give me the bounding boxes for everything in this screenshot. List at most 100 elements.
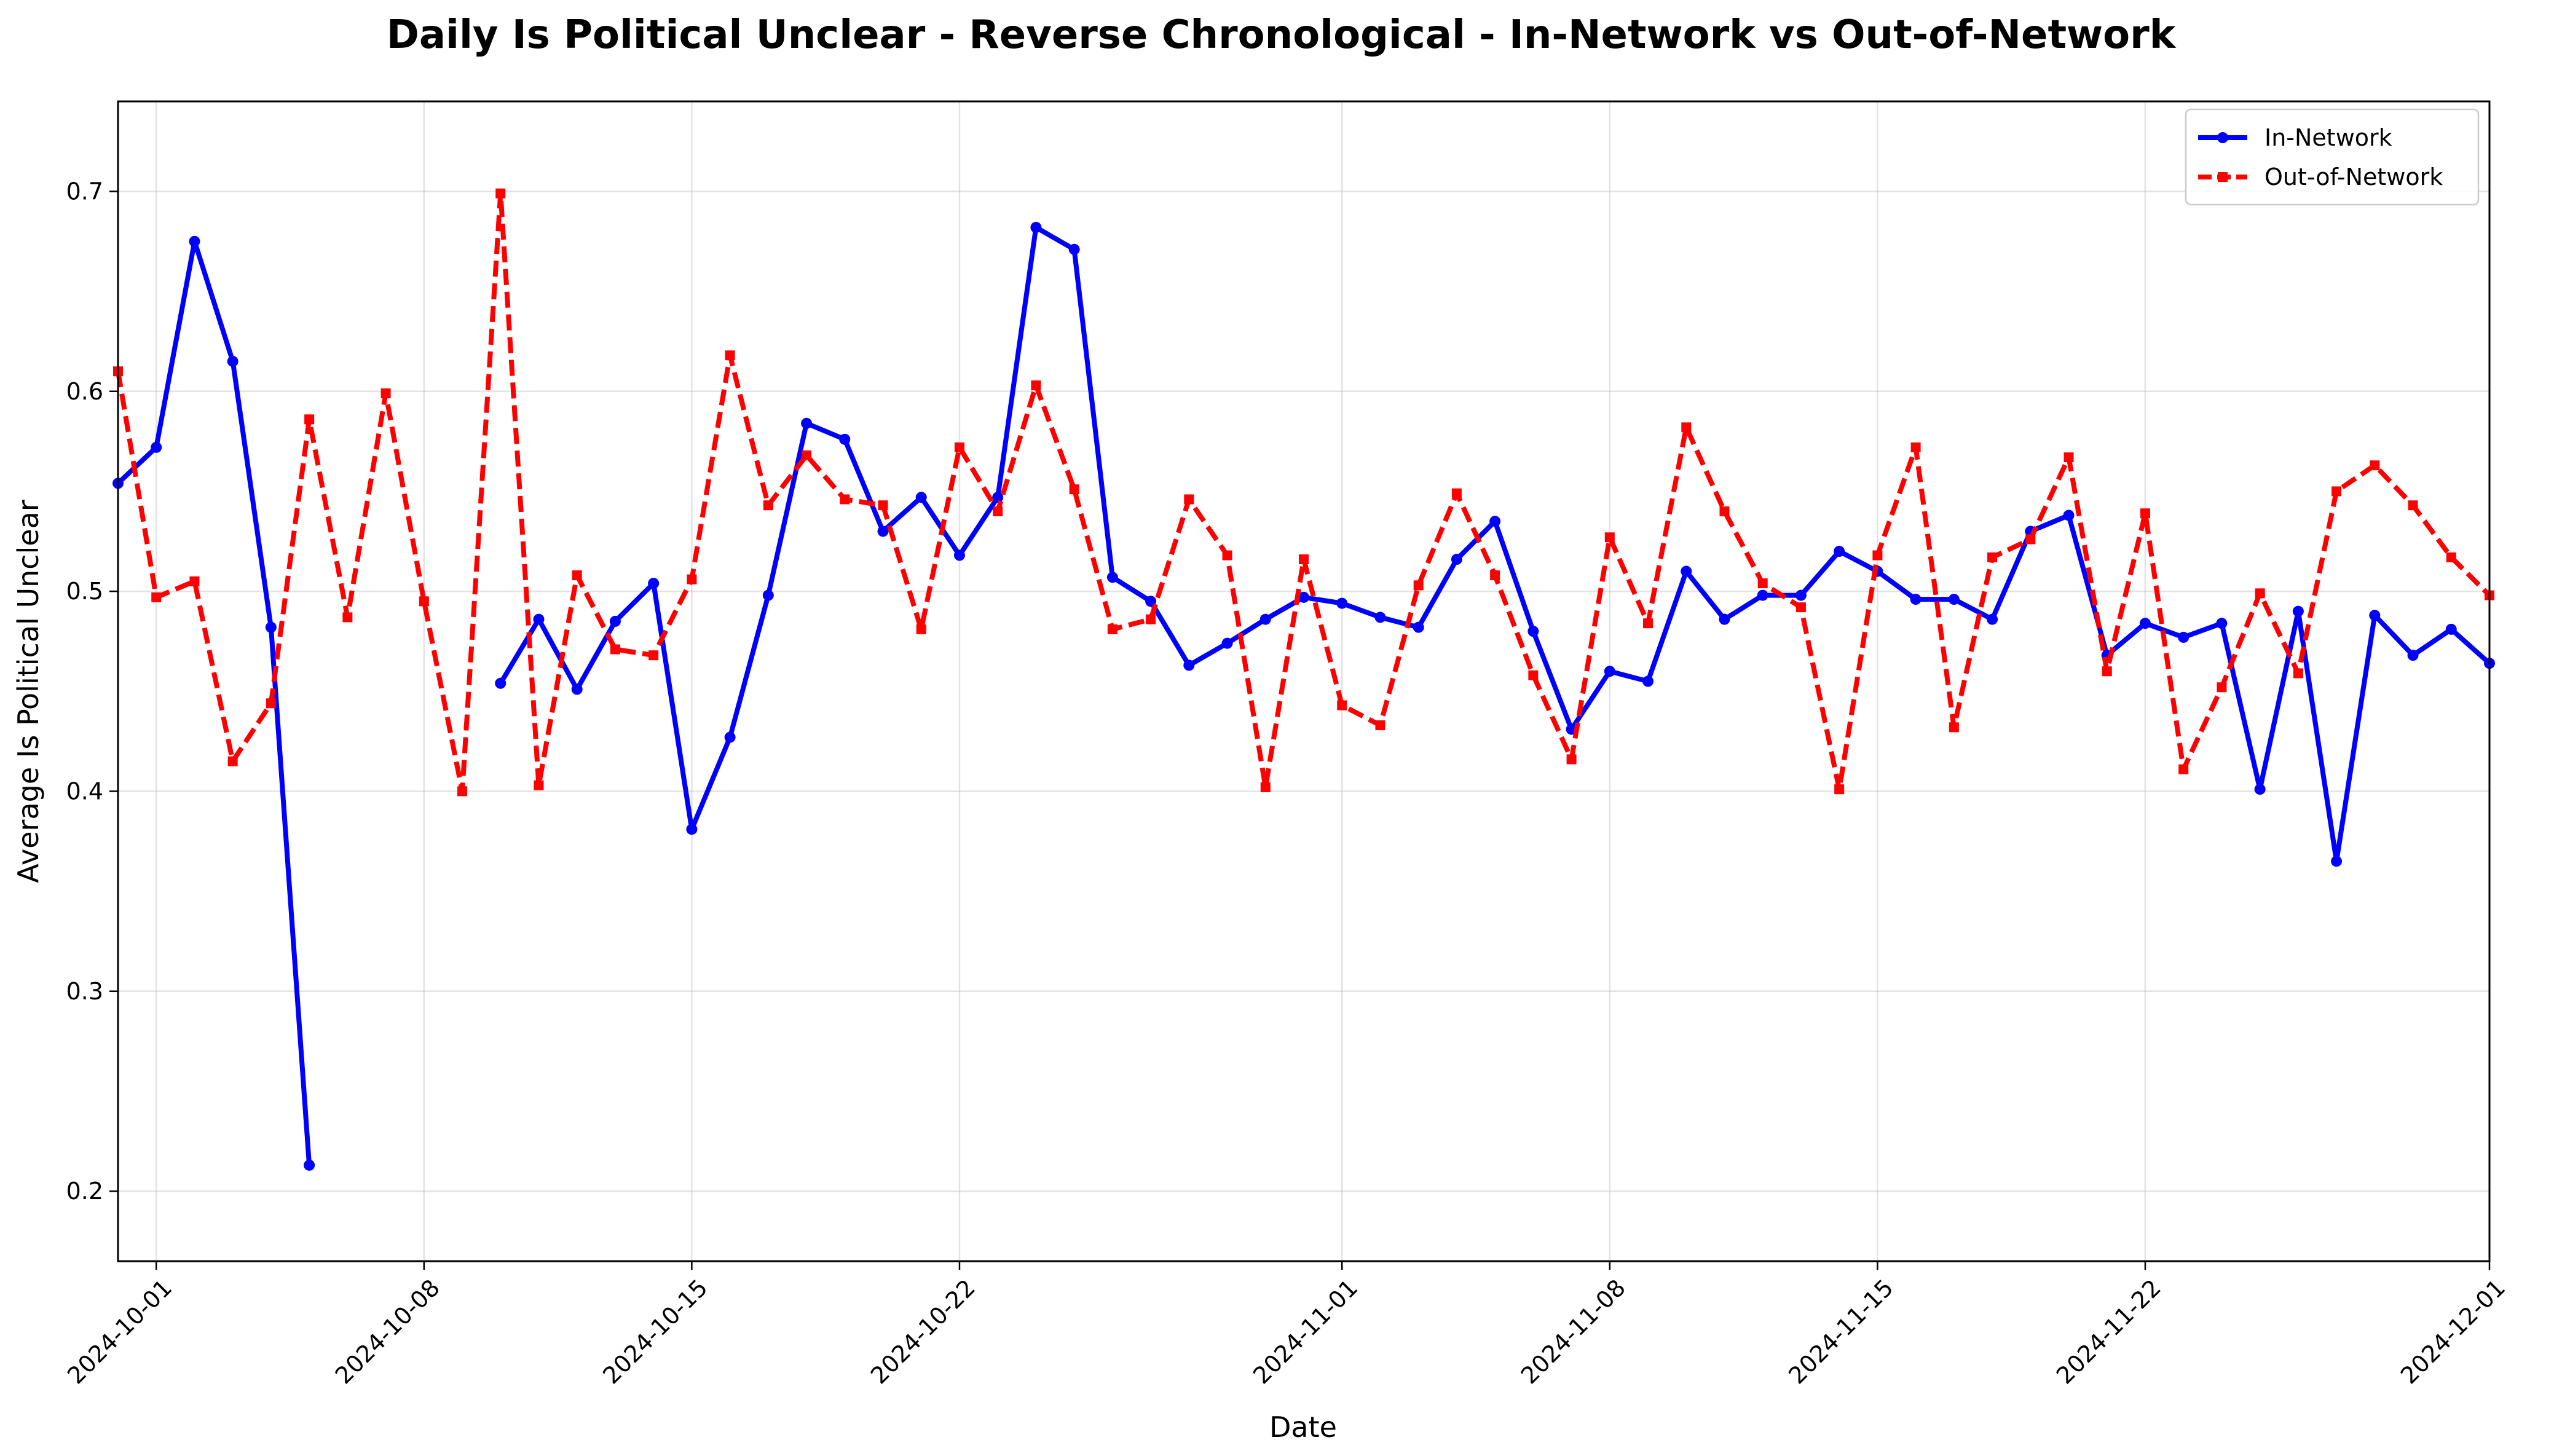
out-of-network-point (840, 494, 850, 505)
out-of-network-point (1375, 720, 1385, 731)
in-network-point (1298, 591, 1309, 603)
in-network-point (151, 441, 162, 453)
in-network-point (1604, 666, 1615, 677)
legend-in-network-marker (2217, 132, 2228, 143)
out-of-network-point (1987, 552, 1998, 562)
in-network-line (116, 238, 312, 1166)
y-tick-label: 0.6 (66, 378, 103, 405)
in-network-point (1068, 243, 1080, 255)
out-of-network-point (1834, 784, 1845, 795)
legend-out-of-network-label: Out-of-Network (2264, 163, 2443, 191)
in-network-point (265, 621, 277, 633)
in-network-point (724, 731, 736, 743)
in-network-point (2331, 856, 2343, 867)
in-network-point (1030, 221, 1042, 233)
out-of-network-point (1681, 422, 1692, 433)
out-of-network-point (1031, 380, 1041, 390)
in-network-point (2216, 618, 2228, 629)
in-network-point (1910, 594, 1922, 605)
in-network-point (1719, 613, 1730, 625)
out-of-network-point (2293, 668, 2303, 679)
y-axis-label: Average Is Political Unclear (12, 500, 45, 883)
in-network-point (2445, 623, 2457, 635)
out-of-network-point (151, 592, 162, 602)
out-of-network-point (2331, 486, 2342, 497)
out-of-network-point (802, 450, 812, 460)
out-of-network-point (534, 780, 544, 790)
out-of-network-point (1757, 578, 1768, 589)
y-tick-label: 0.2 (66, 1178, 103, 1205)
out-of-network-point (1949, 722, 1959, 733)
in-network-point (1183, 659, 1195, 671)
in-network-point (1527, 626, 1539, 637)
out-of-network-point (2102, 666, 2112, 677)
legend: In-Network Out-of-Network (2185, 108, 2480, 206)
in-network-point (571, 683, 583, 695)
out-of-network-point (1413, 580, 1424, 591)
out-of-network-point (1146, 614, 1156, 624)
out-of-network-point (1222, 550, 1232, 561)
out-of-network-point (1719, 506, 1730, 516)
out-of-network-point (342, 612, 353, 623)
out-of-network-point (1107, 624, 1117, 634)
in-network-point (2369, 610, 2381, 621)
in-network-point (1259, 613, 1271, 625)
out-of-network-point (1643, 618, 1653, 629)
out-of-network-point (380, 388, 391, 399)
out-of-network-point (2255, 588, 2265, 599)
in-network-point (1106, 572, 1118, 583)
out-of-network-point (993, 506, 1003, 516)
out-of-network-point (916, 624, 926, 634)
out-of-network-point (1910, 442, 1921, 452)
out-of-network-point (1299, 554, 1309, 565)
legend-box (2185, 108, 2480, 206)
in-network-point (2178, 631, 2190, 643)
in-network-point (648, 578, 660, 589)
out-of-network-point (1069, 484, 1079, 495)
out-of-network-point (266, 698, 276, 709)
y-tick-label: 0.7 (66, 178, 103, 205)
in-network-point (801, 417, 813, 429)
out-of-network-point (1490, 570, 1500, 581)
out-of-network-series (113, 188, 2494, 797)
in-network-point (609, 615, 621, 627)
out-of-network-point (1184, 494, 1194, 505)
in-network-point (189, 235, 200, 247)
out-of-network-point (1872, 550, 1883, 561)
in-network-point (533, 613, 545, 625)
out-of-network-point (2446, 552, 2456, 562)
out-of-network-point (457, 786, 468, 797)
out-of-network-point (1604, 532, 1615, 543)
in-network-point (2292, 605, 2304, 617)
in-network-point (227, 355, 238, 367)
out-of-network-point (2408, 500, 2418, 511)
out-of-network-point (227, 756, 238, 766)
in-network-point (1221, 637, 1233, 649)
in-network-point (1336, 597, 1348, 609)
y-tick-label: 0.4 (66, 777, 103, 805)
in-network-point (877, 525, 889, 537)
out-of-network-point (2063, 452, 2074, 463)
in-network-point (2063, 510, 2075, 521)
in-network-point (1489, 516, 1501, 527)
in-network-point (1834, 546, 1845, 557)
out-of-network-point (648, 650, 659, 661)
out-of-network-point (1528, 670, 1539, 680)
out-of-network-point (954, 442, 964, 452)
x-axis-label: Date (1269, 1411, 1337, 1444)
in-network-point (1795, 589, 1807, 601)
out-of-network-point (304, 414, 315, 425)
in-network-point (2254, 784, 2266, 795)
out-of-network-point (1566, 754, 1577, 765)
out-of-network-point (2178, 764, 2189, 774)
out-of-network-point (1260, 782, 1271, 792)
in-network-point (1413, 621, 1424, 633)
out-of-network-point (495, 188, 506, 199)
in-network-point (304, 1159, 315, 1171)
in-network-point (2139, 618, 2151, 629)
out-of-network-point (687, 574, 697, 584)
in-network-point (1987, 613, 1998, 625)
out-of-network-point (878, 500, 888, 511)
in-network-point (1948, 594, 1960, 605)
